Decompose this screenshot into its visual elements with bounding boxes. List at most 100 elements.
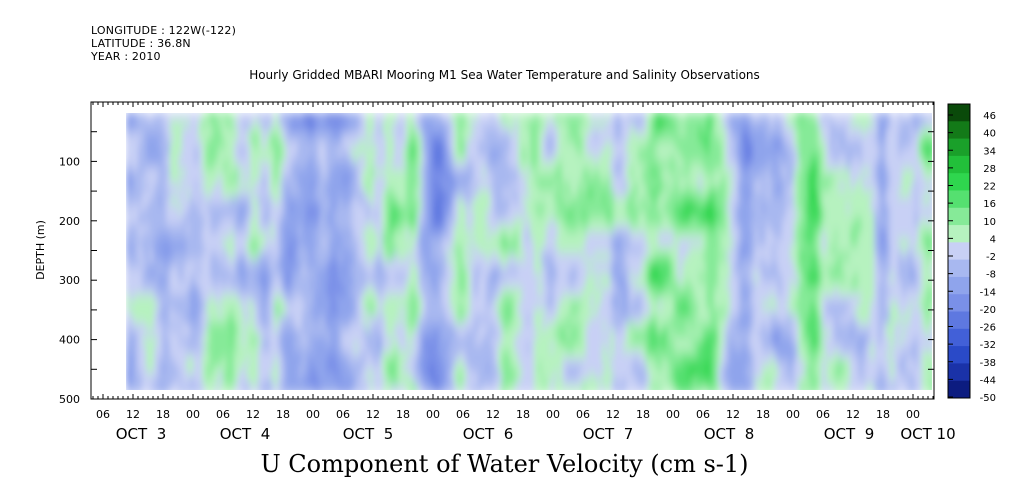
heatmap-cell: [218, 120, 223, 128]
heatmap-cell: [534, 204, 539, 212]
heatmap-cell: [202, 267, 207, 275]
heatmap-cell: [494, 379, 499, 387]
heatmap-cell: [406, 162, 411, 170]
heatmap-cell: [150, 225, 155, 233]
heatmap-cell: [166, 141, 171, 149]
heatmap-cell: [178, 197, 183, 205]
heatmap-cell: [526, 288, 531, 296]
heatmap-cell: [618, 204, 623, 212]
heatmap-cell: [146, 120, 151, 128]
heatmap-cell: [254, 365, 259, 373]
heatmap-cell: [554, 358, 559, 366]
heatmap-cell: [222, 344, 227, 352]
heatmap-cell: [282, 197, 287, 205]
heatmap-cell: [226, 176, 231, 184]
heatmap-cell: [394, 330, 399, 338]
heatmap-cell: [490, 295, 495, 303]
heatmap-cell: [342, 281, 347, 289]
heatmap-cell: [246, 148, 251, 156]
heatmap-cell: [594, 239, 599, 247]
heatmap-cell: [614, 176, 619, 184]
heatmap-cell: [546, 225, 551, 233]
heatmap-cell: [542, 281, 547, 289]
heatmap-cell: [370, 309, 375, 317]
heatmap-cell: [206, 267, 211, 275]
heatmap-cell: [586, 358, 591, 366]
heatmap-cell: [350, 316, 355, 324]
heatmap-cell: [286, 204, 291, 212]
heatmap-cell: [334, 260, 339, 268]
heatmap-cell: [610, 190, 615, 198]
heatmap-cell: [154, 295, 159, 303]
heatmap-cell: [590, 337, 595, 345]
heatmap-cell: [382, 267, 387, 275]
heatmap-cell: [294, 183, 299, 191]
heatmap-cell: [294, 141, 299, 149]
heatmap-cell: [222, 302, 227, 310]
heatmap-cell: [294, 197, 299, 205]
heatmap-cell: [534, 379, 539, 387]
heatmap-cell: [182, 379, 187, 387]
heatmap-cell: [226, 323, 231, 331]
heatmap-cell: [382, 176, 387, 184]
heatmap-cell: [234, 127, 239, 135]
heatmap-cell: [182, 169, 187, 177]
heatmap-cell: [422, 323, 427, 331]
heatmap-cell: [274, 113, 279, 121]
heatmap-cell: [510, 141, 515, 149]
heatmap-cell: [594, 246, 599, 254]
heatmap-cell: [542, 169, 547, 177]
heatmap-cell: [158, 127, 163, 135]
heatmap-cell: [254, 176, 259, 184]
heatmap-cell: [546, 183, 551, 191]
heatmap-cell: [518, 127, 523, 135]
heatmap-cell: [222, 337, 227, 345]
heatmap-cell: [146, 141, 151, 149]
heatmap-cell: [226, 337, 231, 345]
heatmap-cell: [234, 211, 239, 219]
heatmap-cell: [154, 162, 159, 170]
heatmap-cell: [482, 127, 487, 135]
heatmap-cell: [210, 365, 215, 373]
heatmap-cell: [142, 148, 147, 156]
heatmap-cell: [254, 225, 259, 233]
heatmap-cell: [314, 309, 319, 317]
heatmap-cell: [178, 302, 183, 310]
heatmap-cell: [178, 295, 183, 303]
heatmap-cell: [614, 211, 619, 219]
heatmap-cell: [382, 141, 387, 149]
heatmap-cell: [166, 162, 171, 170]
heatmap-cell: [422, 176, 427, 184]
heatmap-cell: [250, 239, 255, 247]
heatmap-cell: [582, 204, 587, 212]
heatmap-cell: [406, 337, 411, 345]
heatmap-cell: [382, 162, 387, 170]
heatmap-cell: [510, 253, 515, 261]
heatmap-cell: [526, 162, 531, 170]
heatmap-cell: [194, 134, 199, 142]
heatmap-cell: [554, 295, 559, 303]
heatmap-cell: [454, 197, 459, 205]
heatmap-cell: [150, 218, 155, 226]
heatmap-cell: [550, 204, 555, 212]
heatmap-cell: [190, 281, 195, 289]
heatmap-cell: [518, 246, 523, 254]
heatmap-cell: [390, 120, 395, 128]
heatmap-cell: [182, 351, 187, 359]
heatmap-cell: [566, 344, 571, 352]
heatmap-cell: [366, 330, 371, 338]
heatmap-cell: [166, 155, 171, 163]
heatmap-cell: [590, 155, 595, 163]
heatmap-cell: [586, 176, 591, 184]
heatmap-cell: [478, 162, 483, 170]
heatmap-cell: [414, 134, 419, 142]
heatmap-cell: [466, 267, 471, 275]
heatmap-cell: [602, 344, 607, 352]
heatmap-cell: [542, 267, 547, 275]
heatmap-cell: [334, 134, 339, 142]
heatmap-cell: [498, 372, 503, 380]
heatmap-cell: [430, 260, 435, 268]
heatmap-cell: [562, 127, 567, 135]
heatmap-cell: [354, 358, 359, 366]
heatmap-cell: [494, 120, 499, 128]
